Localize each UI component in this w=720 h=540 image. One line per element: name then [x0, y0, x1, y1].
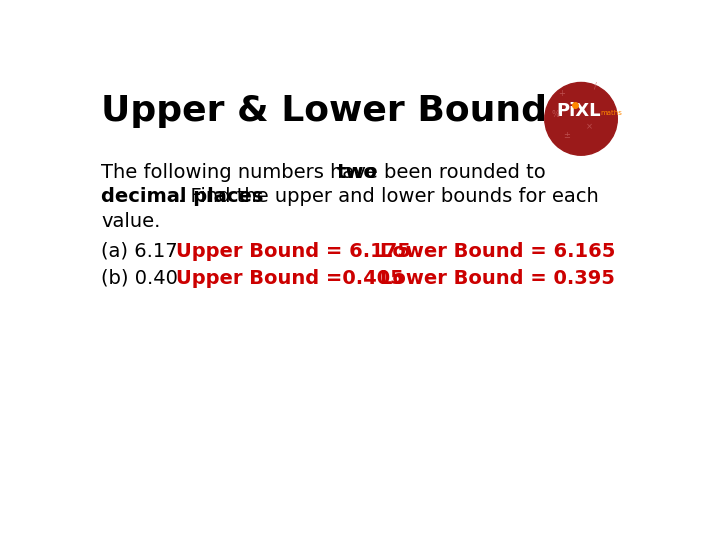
Text: . Find the upper and lower bounds for each: . Find the upper and lower bounds for ea… [178, 187, 598, 206]
Text: Lower Bound = 6.165: Lower Bound = 6.165 [380, 241, 616, 260]
Text: Upper Bound = 6.175: Upper Bound = 6.175 [176, 241, 411, 260]
Text: The following numbers have been rounded to: The following numbers have been rounded … [101, 163, 552, 181]
Text: Upper Bound =0.405: Upper Bound =0.405 [176, 268, 404, 287]
Text: (b) 0.40: (b) 0.40 [101, 268, 178, 287]
Text: decimal places: decimal places [101, 187, 264, 206]
Text: ±: ± [564, 131, 570, 140]
Text: ×: × [586, 123, 593, 132]
Text: +: + [558, 90, 565, 98]
Text: (a) 6.17: (a) 6.17 [101, 241, 178, 260]
Text: PiXL: PiXL [556, 102, 600, 119]
Text: %: % [552, 110, 560, 119]
Text: two: two [336, 163, 377, 181]
Text: value.: value. [101, 212, 161, 232]
Text: maths: maths [600, 110, 623, 116]
Text: Upper & Lower Bounds: Upper & Lower Bounds [101, 94, 569, 128]
Text: Lower Bound = 0.395: Lower Bound = 0.395 [380, 268, 615, 287]
Text: /: / [593, 81, 596, 90]
Ellipse shape [545, 83, 617, 155]
